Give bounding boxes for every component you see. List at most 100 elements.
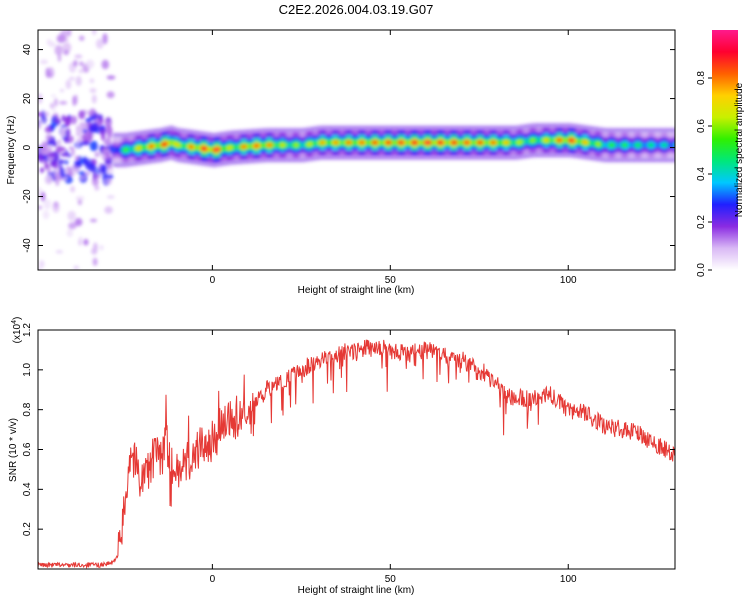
snr-y-tick-label: 0.6: [22, 442, 33, 456]
ridge-cell: [431, 140, 435, 145]
ridge-cell: [198, 145, 202, 151]
ridge-cell: [667, 142, 672, 148]
ridge-cell: [343, 140, 347, 145]
ridge-cell: [240, 144, 245, 149]
ridge-cell: [289, 142, 293, 148]
noise-blob: [59, 88, 65, 93]
ridge-cell: [414, 140, 418, 145]
ridge-cell: [152, 143, 156, 149]
noise-blob: [64, 116, 71, 127]
spectrogram-panel: 0 50 100 -40 -20 0 20 40 Height of straight li…: [6, 29, 676, 296]
ridge-cell: [192, 145, 196, 150]
noise-blob: [39, 260, 45, 269]
spectrogram-y-tick-label: 0: [22, 144, 33, 150]
noise-blob: [42, 210, 50, 220]
ridge-cell: [314, 141, 319, 146]
ridge-cell: [502, 140, 507, 145]
noise-blob: [67, 210, 76, 221]
ridge-cell: [545, 138, 549, 143]
ridge-cell: [354, 140, 359, 145]
ridge-cell: [306, 142, 310, 147]
ridge-cell: [252, 143, 256, 149]
ridge-cell: [585, 140, 589, 145]
ridge-cell: [457, 140, 461, 145]
ridge-cell: [508, 140, 512, 145]
noise-blob: [60, 167, 65, 179]
ridge-cell: [235, 145, 239, 150]
ridge-cell: [388, 140, 393, 145]
ridge-cell: [309, 141, 313, 147]
noise-blob: [57, 139, 62, 146]
ridge-cell: [605, 142, 609, 148]
noise-blob: [89, 78, 95, 84]
noise-blob: [93, 242, 98, 253]
colorbar-tick-label: 0.8: [696, 71, 707, 85]
ridge-cell: [127, 147, 131, 152]
ridge-cell: [645, 142, 649, 148]
noise-blob: [64, 159, 69, 165]
snr-x-tick-label: 50: [385, 574, 397, 585]
ridge-cell: [539, 138, 544, 143]
ridge-cell: [380, 140, 384, 145]
noise-blob: [52, 203, 60, 213]
ridge-cell: [201, 146, 205, 151]
spectrogram-x-ticks: 0 50 100: [210, 30, 577, 286]
ridge-cell: [599, 142, 603, 147]
ridge-cell: [602, 142, 606, 148]
spectrogram-x-tick-label: 0: [210, 275, 216, 286]
ridge-cell: [522, 139, 527, 144]
noise-blob: [102, 149, 110, 153]
noise-blob: [66, 172, 76, 176]
noise-blob: [38, 160, 47, 163]
ridge-cell: [118, 147, 122, 153]
spectrogram-ylabel: Frequency (Hz): [6, 116, 17, 185]
ridge-cell: [212, 147, 216, 153]
noise-blob: [73, 60, 78, 67]
ridge-cell: [203, 146, 208, 151]
noise-blob: [45, 67, 50, 78]
ridge-cell: [596, 141, 601, 147]
ridge-cell: [445, 140, 450, 145]
ridge-cell: [183, 143, 188, 149]
ridge-cell: [571, 138, 575, 143]
ridge-cell: [670, 142, 675, 148]
spectrogram-y-tick-label: -40: [22, 238, 33, 253]
ridge-cell: [648, 142, 652, 148]
noise-blob: [55, 250, 63, 254]
ridge-cell: [406, 140, 410, 145]
noise-blob: [76, 125, 80, 133]
ridge-cell: [169, 140, 174, 145]
ridge-cell: [135, 146, 139, 151]
noise-blob: [103, 138, 112, 146]
ridge-cell: [636, 142, 640, 148]
noise-blob: [65, 128, 71, 137]
ridge-cell: [499, 140, 504, 145]
ridge-cell: [386, 140, 390, 145]
ridge-cell: [369, 140, 373, 145]
spectrogram-xlabel: Height of straight line (km): [298, 285, 415, 296]
ridge-cell: [189, 144, 193, 150]
ridge-cell: [377, 140, 381, 145]
noise-blob: [81, 176, 86, 180]
noise-blob: [76, 139, 80, 148]
snr-line: [38, 339, 675, 569]
ridge-cell: [229, 145, 233, 150]
noise-blob: [106, 164, 113, 169]
noise-blob: [48, 152, 56, 158]
ridge-cell: [519, 139, 524, 145]
svg-text:(x104): (x104): [11, 317, 23, 344]
spectrogram-heatmap: [38, 30, 675, 270]
ridge-cell: [531, 138, 535, 143]
ridge-cell: [579, 139, 583, 144]
ridge-cell: [255, 143, 259, 148]
noise-blob: [41, 141, 48, 151]
noise-blob: [83, 238, 89, 246]
ridge-cell: [223, 146, 228, 151]
ridge-cell: [283, 142, 287, 148]
ridge-cell: [146, 144, 151, 149]
ridge-cell: [334, 140, 339, 145]
noise-blob: [50, 102, 54, 109]
ridge-cell: [260, 143, 265, 148]
noise-blob: [106, 91, 115, 99]
ridge-cell: [337, 140, 341, 145]
